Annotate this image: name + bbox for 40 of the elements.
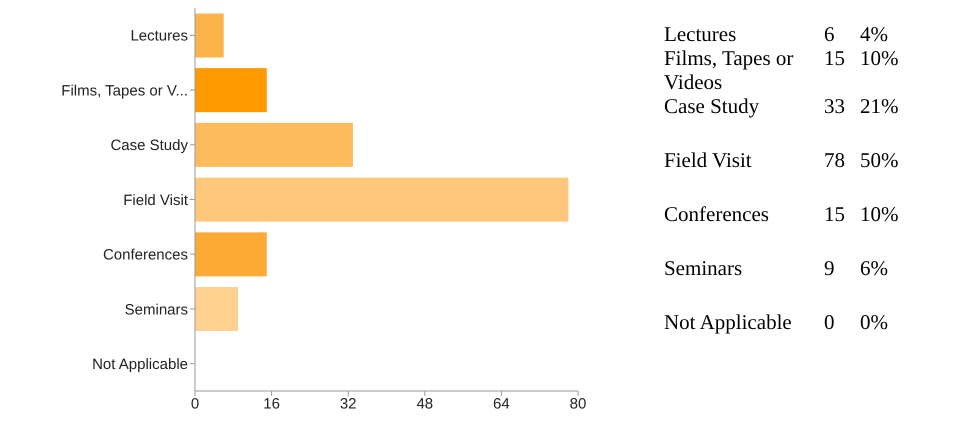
- y-tick-label: Films, Tapes or V...: [61, 82, 188, 100]
- x-tick-label: 0: [190, 396, 200, 413]
- x-tick-label: 64: [493, 396, 510, 413]
- y-tick-label: Seminars: [124, 301, 188, 318]
- text: 21%: [860, 94, 900, 120]
- text: 9: [824, 256, 836, 282]
- bar: [195, 178, 568, 222]
- text: 6%: [860, 256, 889, 282]
- text: 15: [824, 46, 846, 72]
- x-tick-label: 48: [416, 396, 434, 413]
- text: Field Visit: [664, 148, 753, 174]
- bar: [195, 68, 267, 112]
- text: 0: [824, 310, 836, 336]
- text: 33: [824, 94, 846, 120]
- y-tick-label: Conferences: [102, 246, 188, 264]
- text: Not Applicable: [664, 310, 793, 336]
- x-tick-label: 80: [570, 396, 586, 413]
- y-tick-label: Lectures: [130, 28, 188, 45]
- bar: [195, 13, 224, 58]
- text: Lectures: [664, 22, 738, 46]
- text: 0%: [860, 310, 889, 336]
- text: 10%: [860, 46, 900, 72]
- x-tick-label: 16: [263, 396, 280, 413]
- text: 78: [824, 148, 846, 174]
- text: 50%: [860, 148, 900, 174]
- text: 15: [824, 202, 846, 228]
- text: Conferences: [664, 202, 770, 228]
- bar: [195, 122, 353, 167]
- bar: [195, 232, 267, 276]
- y-tick-label: Case Study: [110, 137, 188, 154]
- text: 6: [824, 22, 836, 46]
- bar: [195, 287, 238, 332]
- text: Case Study: [664, 94, 760, 120]
- y-tick-label: Field Visit: [123, 192, 189, 209]
- text: 10%: [860, 202, 900, 228]
- text: 4%: [860, 22, 889, 46]
- y-tick-label: Not Applicable: [92, 356, 188, 373]
- text: Films, Tapes or Videos: [664, 46, 794, 94]
- x-tick-label: 32: [340, 396, 357, 413]
- text: Seminars: [664, 256, 744, 282]
